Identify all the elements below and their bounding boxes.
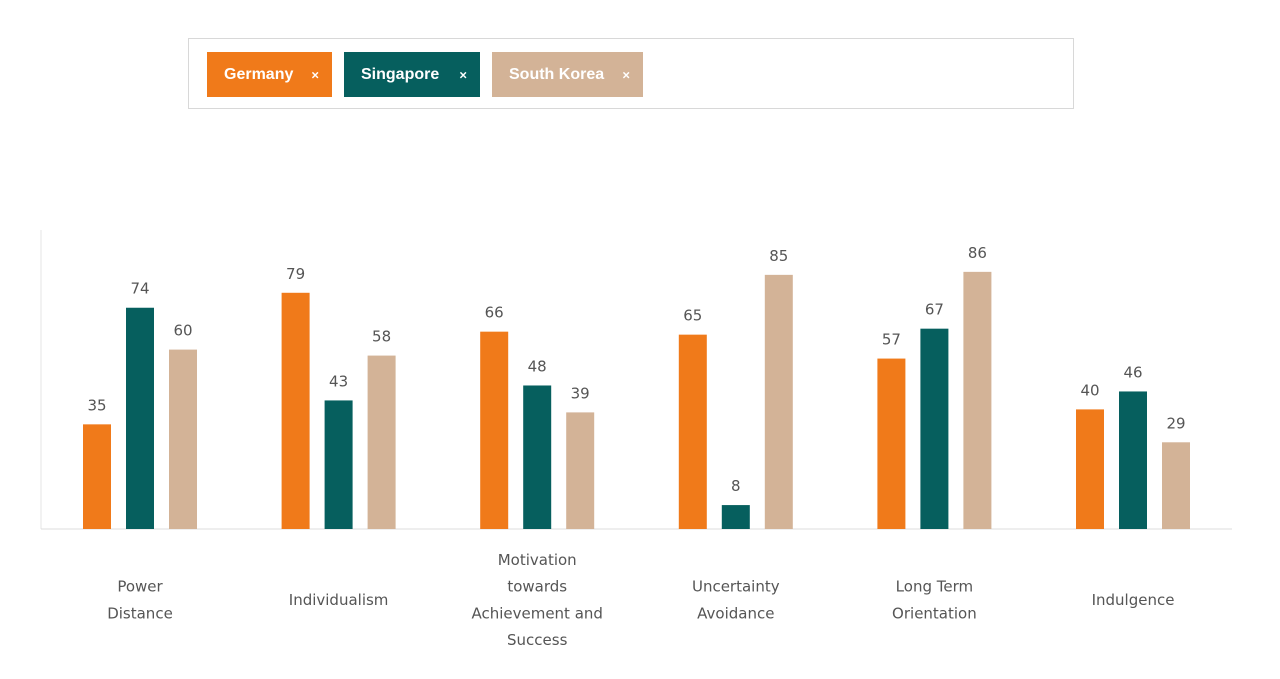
chip-label: Singapore [361,65,440,83]
bar [480,331,509,529]
bar-value-label: 74 [130,280,149,298]
chip-singapore[interactable]: Singapore × [344,52,480,97]
category-label-line: Power [117,578,163,596]
category-label-line: Indulgence [1092,591,1175,609]
country-filter-bar: Germany × Singapore × South Korea × [188,38,1074,109]
bar-value-label: 65 [683,307,702,325]
bar [169,349,197,529]
bar-value-label: 58 [372,328,391,346]
category-label: Long Term Orientation [892,578,977,623]
chip-south-korea[interactable]: South Korea × [492,52,643,97]
bar-value-label: 60 [173,322,192,340]
category-label-line: Motivation [498,551,577,569]
bar-value-label: 46 [1123,363,1142,381]
bar [126,307,154,529]
bar [523,385,552,529]
chip-label: Germany [224,65,294,83]
bar-value-label: 39 [571,384,590,402]
bar [678,334,707,529]
bar-value-label: 8 [731,477,741,495]
bar [721,505,750,529]
chip-label: South Korea [509,65,605,83]
category-label-line: Individualism [289,591,389,609]
bar [1076,409,1104,529]
bar [764,274,793,529]
bar [1119,391,1147,529]
category-label-line: towards [507,578,567,596]
close-icon[interactable]: × [311,67,319,82]
bar-value-label: 86 [968,244,987,262]
bar-value-label: 67 [925,301,944,319]
category-label: Motivation towards Achievement and Success [471,551,602,649]
bar [367,355,396,529]
category-label-line: Success [507,631,568,649]
bar-value-label: 35 [87,396,106,414]
bar [920,328,949,529]
close-icon[interactable]: × [622,67,630,82]
bar-value-label: 40 [1080,381,1099,399]
category-label-line: Achievement and [471,604,602,622]
category-label-line: Long Term [896,578,973,596]
bar [324,400,353,529]
bar-value-label: 48 [528,357,547,375]
category-label-line: Avoidance [697,604,774,622]
bar [877,358,906,529]
bar [83,424,111,529]
bar [1162,442,1190,529]
category-label-line: Distance [107,604,173,622]
category-label: Indulgence [1092,591,1175,609]
category-label-line: Uncertainty [692,578,780,596]
bar [281,292,310,529]
bar-value-label: 79 [286,265,305,283]
bar [566,412,595,529]
category-label: Uncertainty Avoidance [692,578,780,623]
close-icon[interactable]: × [459,67,467,82]
bar-value-label: 57 [882,331,901,349]
category-label: Power Distance [107,578,173,623]
category-label-line: Orientation [892,604,977,622]
bar-value-label: 66 [485,304,504,322]
bar-value-label: 85 [769,247,788,265]
chip-germany[interactable]: Germany × [207,52,332,97]
bar-value-label: 29 [1166,414,1185,432]
category-label: Individualism [289,591,389,609]
bar-value-label: 43 [329,372,348,390]
bar [963,271,992,529]
